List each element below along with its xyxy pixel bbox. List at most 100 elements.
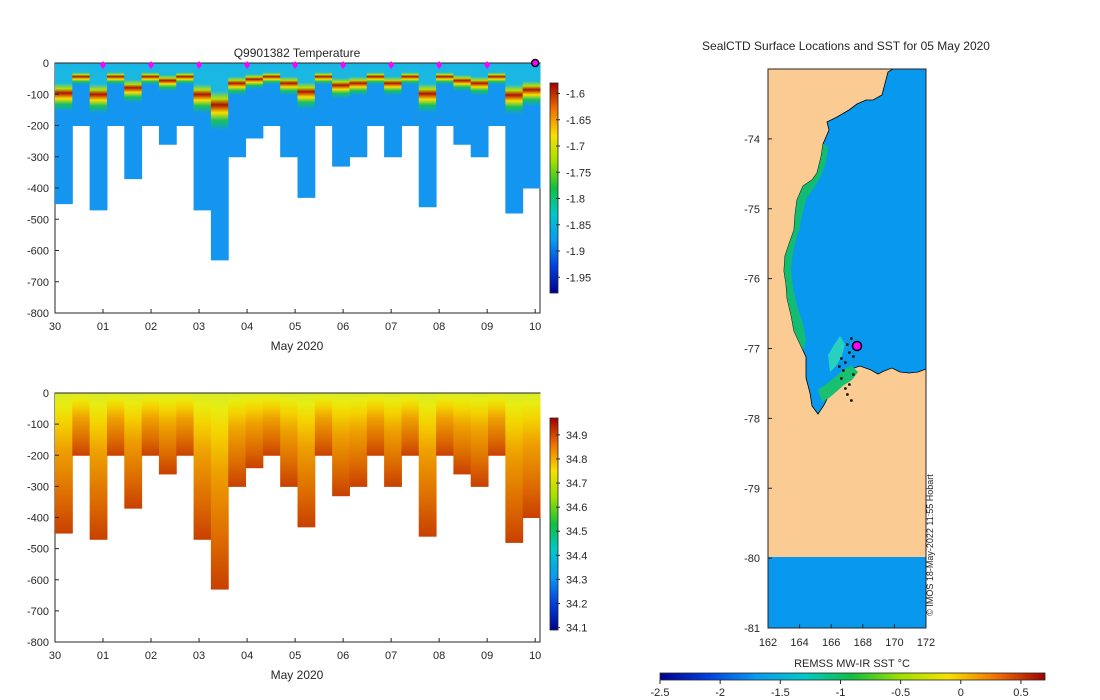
sst-colorbar-tick-label: 0.5 xyxy=(1013,687,1028,699)
salinity-colorbar-tick-label: 34.2 xyxy=(566,599,587,611)
salinity-data-layer xyxy=(55,393,541,590)
salinity-y-tick-label: -200 xyxy=(27,450,49,462)
surface-position-marker xyxy=(436,61,443,69)
temperature-section-panel: Q9901382 Temperature 0 -100 -200 -300 -400 -5… xyxy=(27,46,591,353)
salinity-x-label: May 2020 xyxy=(271,668,324,682)
salinity-colorbar xyxy=(549,417,559,631)
temperature-y-tick-label: -700 xyxy=(27,277,49,289)
temperature-y-tick-label: -200 xyxy=(27,121,49,133)
map-y-tick-label: -78 xyxy=(744,413,760,425)
surface-position-marker xyxy=(340,61,347,69)
salinity-y-tick-label: -300 xyxy=(27,481,49,493)
sst-colorbar-tick-label: -0.5 xyxy=(891,687,910,699)
salinity-y-tick-label: -800 xyxy=(27,637,49,649)
salinity-colorbar-tick-label: 34.3 xyxy=(566,574,587,586)
salinity-x-tick-label: 02 xyxy=(145,650,157,662)
salinity-y-tick-label: -600 xyxy=(27,575,49,587)
temperature-profile-column xyxy=(522,63,541,189)
temperature-x-tick-label: 05 xyxy=(289,321,301,333)
sst-colorbar-label: REMSS MW-IR SST °C xyxy=(794,658,910,670)
seal-track-point xyxy=(847,351,851,354)
map-y-tick-label: -76 xyxy=(744,274,760,286)
salinity-profile-column xyxy=(384,393,402,487)
coastal-green-band xyxy=(784,144,828,350)
salinity-profile-column xyxy=(89,393,108,540)
map-x-tick-label: 172 xyxy=(917,637,935,649)
salinity-profile-column xyxy=(106,393,125,456)
salinity-profile-column xyxy=(314,393,333,456)
open-ocean-strip xyxy=(768,557,926,628)
salinity-x-tick-label: 05 xyxy=(289,650,301,662)
salinity-x-tick-label: 06 xyxy=(337,650,349,662)
seal-track-point xyxy=(847,383,851,386)
salinity-profile-column xyxy=(436,393,454,456)
salinity-profile-column xyxy=(280,393,298,487)
salinity-x-tick-label: 08 xyxy=(433,650,445,662)
temperature-profile-column xyxy=(210,63,229,261)
temperature-x-tick-label: 01 xyxy=(97,321,109,333)
map-y-tick-label: -79 xyxy=(744,483,760,495)
salinity-x-tick-label: 09 xyxy=(481,650,493,662)
sst-map-panel: SealCTD Surface Locations and SST for 05… xyxy=(651,39,1046,699)
salinity-profile-column xyxy=(401,393,420,456)
map-title: SealCTD Surface Locations and SST for 05… xyxy=(702,39,990,53)
salinity-profile-column xyxy=(158,393,177,475)
map-x-tick-label: 162 xyxy=(759,637,777,649)
sst-colorbar-tick-label: -1.5 xyxy=(771,687,790,699)
temperature-profile-column xyxy=(366,63,385,126)
temperature-profile-column xyxy=(418,63,437,208)
temperature-profile-column xyxy=(55,63,73,205)
salinity-profile-column xyxy=(72,393,91,456)
sst-colorbar-tick-label: -1 xyxy=(836,687,846,699)
map-x-tick-label: 164 xyxy=(790,637,808,649)
salinity-colorbar-tick-label: 34.7 xyxy=(566,478,587,490)
coastal-green-patch xyxy=(818,366,858,402)
salinity-profile-column xyxy=(297,393,316,528)
temperature-x-tick-label: 04 xyxy=(241,321,253,333)
temperature-y-tick-label: 0 xyxy=(43,58,49,70)
sst-colorbar-ticks: -2.5 -2 -1.5 -1 -0.5 0 0.5 xyxy=(651,680,1029,699)
map-x-tick-label: 170 xyxy=(885,637,903,649)
temperature-profile-column xyxy=(349,63,368,158)
salinity-colorbar-ticks: 34.9 34.8 34.7 34.6 34.5 34.4 34.3 34.2 34.1 xyxy=(556,430,587,635)
salinity-x-tick-label: 04 xyxy=(241,650,253,662)
map-x-tick-label: 166 xyxy=(822,637,840,649)
salinity-profile-column xyxy=(349,393,368,487)
surface-position-marker xyxy=(292,61,299,69)
sst-colorbar xyxy=(659,672,1046,681)
temperature-y-tick-label: -800 xyxy=(27,308,49,320)
coastal-cyan-patch xyxy=(828,336,845,372)
temperature-profile-column xyxy=(124,63,143,180)
salinity-colorbar-tick-label: 34.9 xyxy=(566,430,587,442)
salinity-profile-column xyxy=(505,393,524,543)
temperature-x-tick-label: 08 xyxy=(433,321,445,333)
map-y-tick-label: -75 xyxy=(744,204,760,216)
temperature-data-layer xyxy=(55,63,541,261)
temperature-colorbar-tick-label: -1.75 xyxy=(566,167,591,179)
salinity-y-tick-label: 0 xyxy=(43,388,49,400)
map-y-tick-label: -74 xyxy=(744,134,760,146)
temperature-profile-column xyxy=(158,63,177,145)
temperature-title: Q9901382 Temperature xyxy=(234,46,361,60)
salinity-profile-column xyxy=(366,393,385,456)
temperature-x-tick-label: 06 xyxy=(337,321,349,333)
map-y-tick-label: -77 xyxy=(744,344,760,356)
salinity-x-tick-label: 03 xyxy=(193,650,205,662)
salinity-colorbar-tick-label: 34.1 xyxy=(566,623,587,635)
sst-colorbar-tick-label: 0 xyxy=(958,687,964,699)
map-y-tick-label: -80 xyxy=(744,553,760,565)
temperature-profile-column xyxy=(470,63,489,158)
temperature-colorbar-tick-label: -1.85 xyxy=(566,220,591,232)
surface-position-marker xyxy=(148,61,155,69)
sst-colorbar-tick-label: -2.5 xyxy=(651,687,670,699)
temperature-y-tick-label: -100 xyxy=(27,89,49,101)
salinity-profile-column xyxy=(176,393,195,456)
salinity-x-tick-label: 30 xyxy=(49,650,61,662)
temperature-y-tick-label: -300 xyxy=(27,152,49,164)
temperature-x-tick-label: 30 xyxy=(49,321,61,333)
sst-colorbar-tick-label: -2 xyxy=(715,687,725,699)
temperature-profile-column xyxy=(401,63,420,126)
temperature-profile-column xyxy=(453,63,472,145)
salinity-profile-column xyxy=(124,393,143,509)
